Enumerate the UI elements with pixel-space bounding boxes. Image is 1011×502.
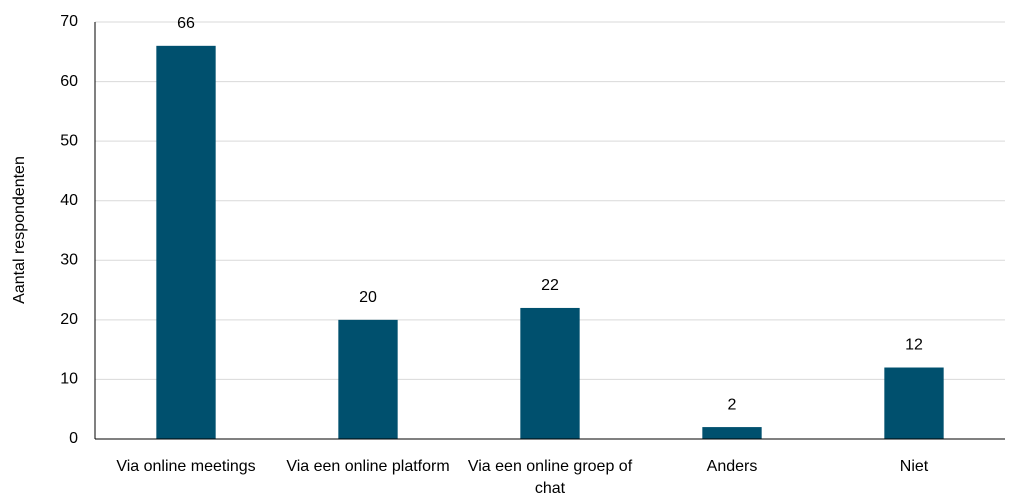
y-tick-label: 30 [60,252,78,269]
x-tick-label: Anders [706,458,758,475]
y-tick-label: 70 [60,13,78,30]
bar [520,307,580,439]
data-label: 12 [905,337,923,354]
data-label: 2 [728,396,737,413]
y-tick-label: 20 [60,311,78,328]
x-tick-label: Via online meetings [116,458,256,475]
bar [338,319,398,439]
bar [702,427,762,439]
data-label: 20 [359,289,377,306]
bar [156,45,216,439]
bar [884,367,944,439]
y-tick-label: 50 [60,132,78,149]
y-tick-label: 40 [60,192,78,209]
y-axis-label: Aantal respondenten [11,156,28,304]
x-tick-label: Via een online groep of chat [467,458,633,497]
data-label: 66 [177,15,195,32]
x-tick-label: Via een online platform [286,458,450,475]
data-label: 22 [541,277,559,294]
y-tick-label: 0 [69,430,78,447]
y-tick-label: 60 [60,73,78,90]
x-tick-label: Niet [899,458,929,475]
y-tick-label: 10 [60,371,78,388]
